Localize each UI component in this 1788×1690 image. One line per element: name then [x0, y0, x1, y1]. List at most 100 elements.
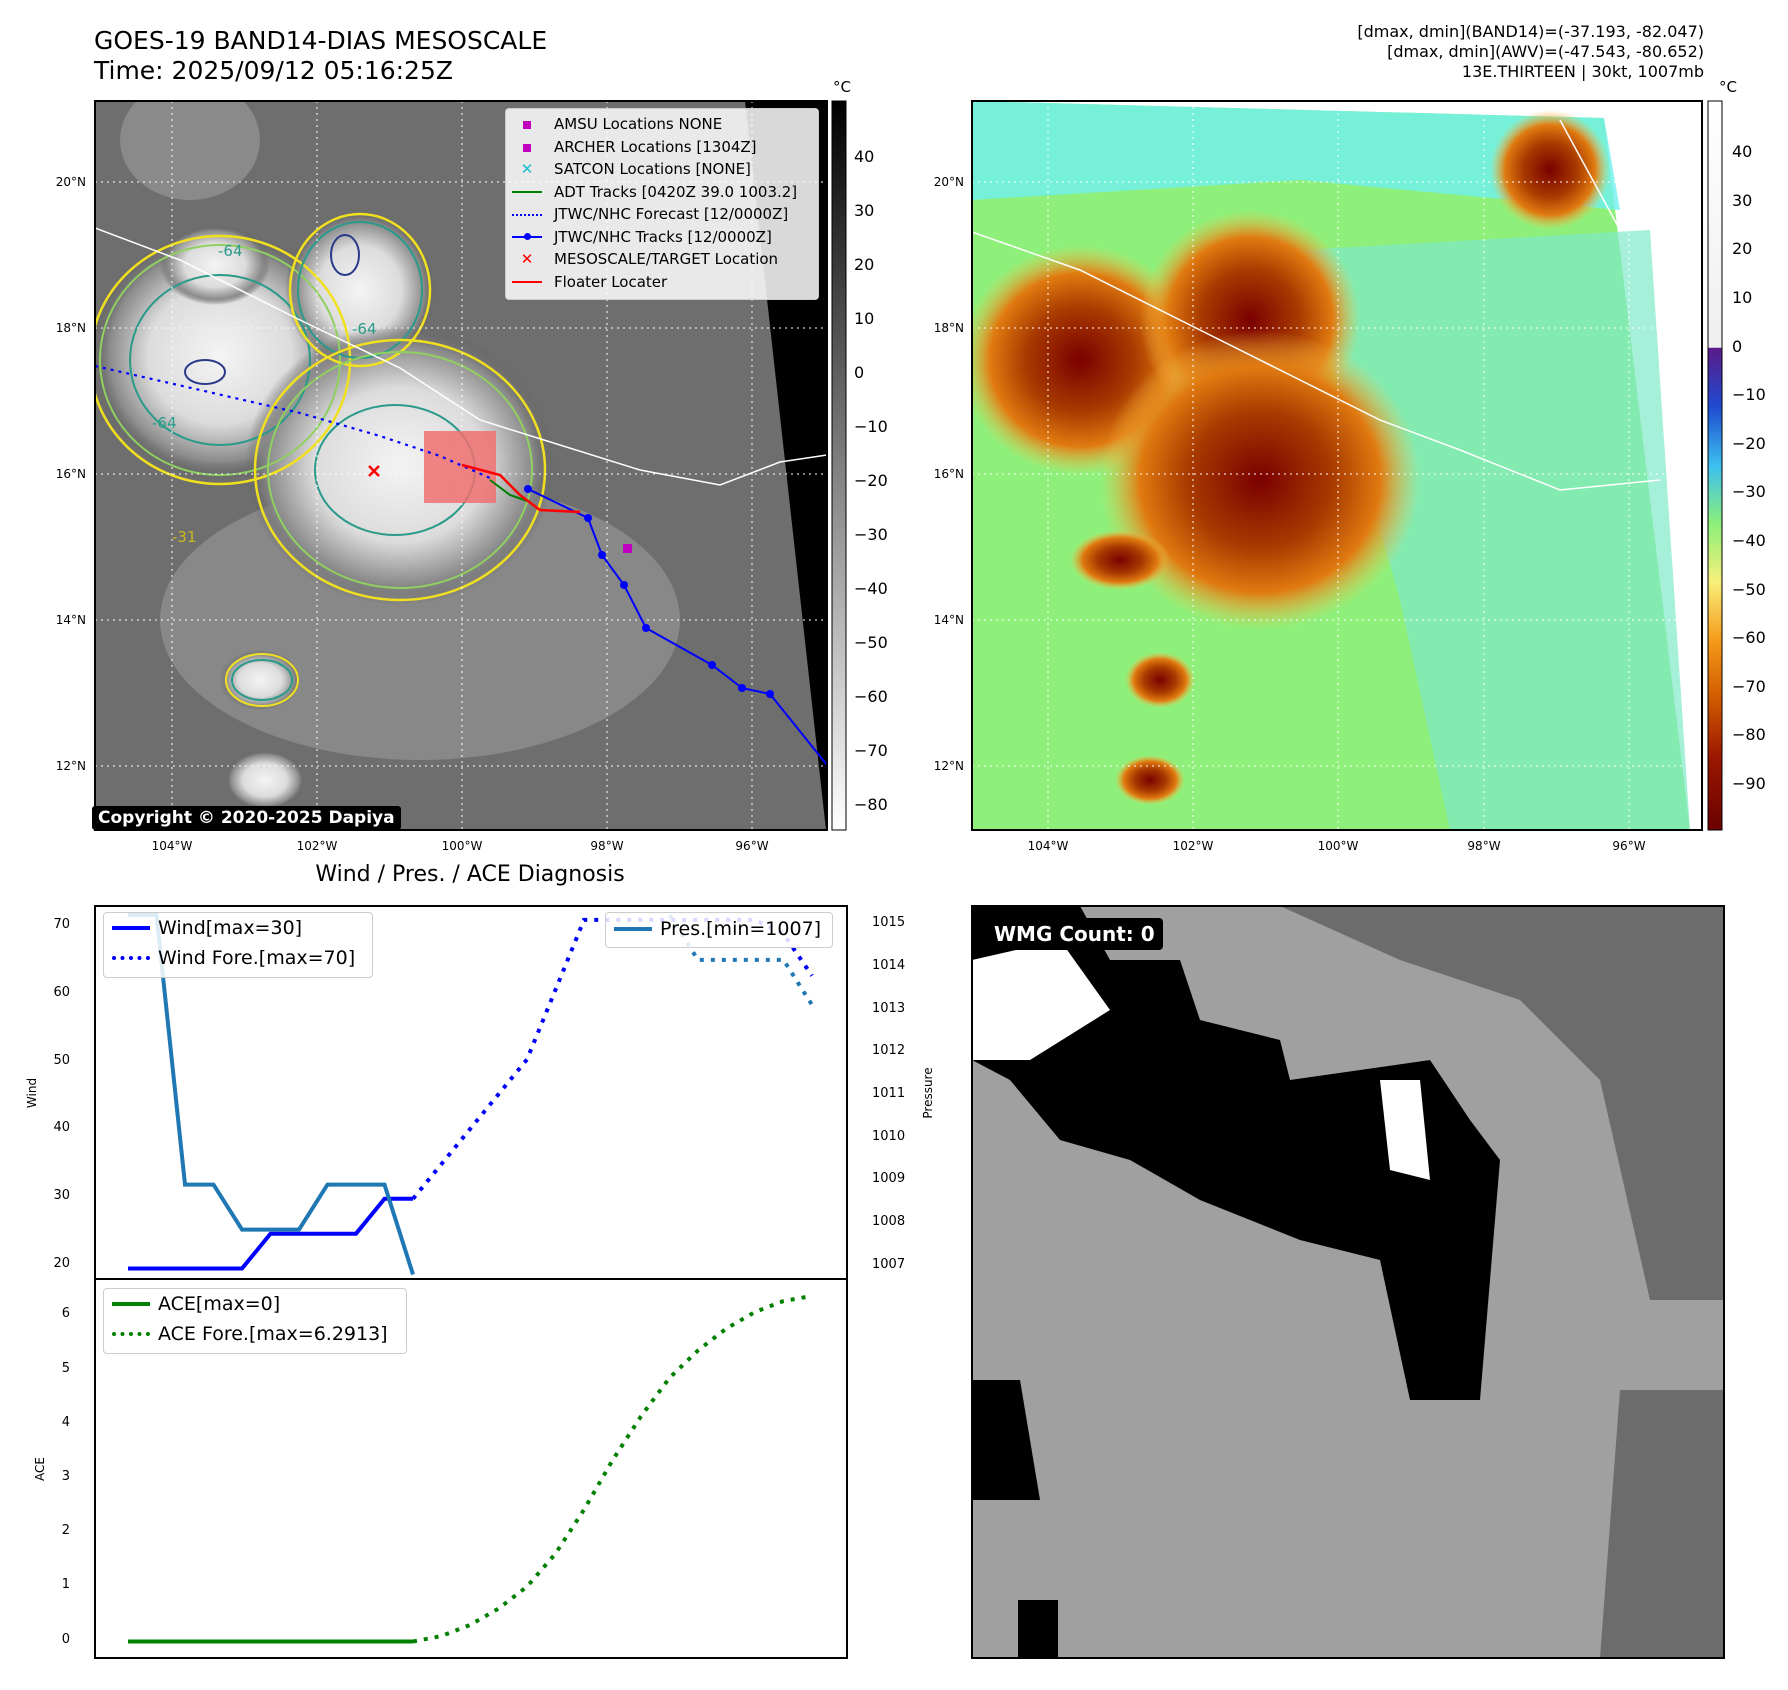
- map-legend-item: ARCHER Locations [1304Z]: [512, 136, 812, 159]
- map-legend-item: ✕ SATCON Locations [NONE]: [512, 158, 812, 181]
- timestamp: Time: 2025/09/12 05:16:25Z: [94, 56, 453, 85]
- svg-text:16°N: 16°N: [934, 467, 964, 481]
- ace-legend-item: ACE[max=0]: [104, 1289, 406, 1319]
- svg-text:1010: 1010: [872, 1129, 905, 1144]
- svg-text:104°W: 104°W: [1028, 839, 1069, 853]
- svg-text:−70: −70: [1732, 677, 1766, 696]
- wind-plot-area: [128, 917, 814, 1271]
- svg-text:2: 2: [62, 1523, 70, 1538]
- legend-label: JTWC/NHC Tracks [12/0000Z]: [554, 227, 772, 246]
- wind-legend: Wind[max=30] Wind Fore.[max=70]: [103, 912, 373, 978]
- svg-text:20: 20: [854, 255, 874, 274]
- svg-text:14°N: 14°N: [56, 613, 86, 627]
- stats-awv: [dmax, dmin](AWV)=(-47.543, -80.652): [1387, 42, 1704, 61]
- lon-labels-right: 104°W 102°W 100°W 98°W 96°W: [1028, 839, 1646, 853]
- svg-text:−80: −80: [854, 795, 888, 814]
- map-legend-item: Floater Locater: [512, 271, 812, 294]
- legend-label: JTWC/NHC Forecast [12/0000Z]: [554, 205, 789, 223]
- contour-label: -31: [172, 528, 197, 546]
- svg-text:20°N: 20°N: [934, 175, 964, 189]
- copyright-label: Copyright © 2020-2025 Dapiya: [92, 806, 401, 830]
- legend-marker-icon: [512, 113, 542, 136]
- pres-plot-area: [128, 913, 814, 1276]
- colorbar-left: °C 40 30 20 10 0 −10 −20 −30 −40 −50 −60…: [831, 78, 888, 831]
- svg-text:30: 30: [1732, 191, 1752, 210]
- pres-y-ticks: 1015 1014 1013 1012 1011 1010 1009 1008 …: [872, 915, 905, 1272]
- svg-text:1013: 1013: [872, 1001, 905, 1016]
- svg-text:96°W: 96°W: [1612, 839, 1645, 853]
- legend-label: MESOSCALE/TARGET Location: [554, 250, 779, 268]
- pres-legend-item: Pres.[min=1007]: [606, 913, 832, 945]
- svg-text:−80: −80: [1732, 725, 1766, 744]
- storm-info: 13E.THIRTEEN | 30kt, 1007mb: [1461, 62, 1704, 81]
- svg-text:−10: −10: [854, 417, 888, 436]
- contour-label: -64: [152, 414, 177, 432]
- svg-text:98°W: 98°W: [1467, 839, 1500, 853]
- wind-y-ticks: 70 60 50 40 30 20: [53, 917, 70, 1271]
- svg-text:−30: −30: [854, 525, 888, 544]
- svg-text:6: 6: [62, 1306, 70, 1321]
- legend-marker-icon: [512, 203, 542, 226]
- svg-text:40: 40: [854, 147, 874, 166]
- floater-locater-line: [461, 463, 581, 514]
- archer-marker: [623, 544, 632, 553]
- page-title: GOES-19 BAND14-DIAS MESOSCALE: [94, 26, 548, 55]
- svg-text:30: 30: [53, 1188, 70, 1203]
- svg-text:1015: 1015: [872, 915, 905, 930]
- svg-text:°C: °C: [1719, 78, 1737, 96]
- legend-marker-icon: [512, 136, 542, 159]
- legend-marker-icon: ✕: [520, 250, 534, 268]
- map-legend: AMSU Locations NONE ARCHER Locations [130…: [505, 108, 819, 300]
- svg-text:98°W: 98°W: [590, 839, 623, 853]
- stats-block: [dmax, dmin](BAND14)=(-37.193, -82.047) …: [1357, 22, 1704, 82]
- svg-text:20: 20: [53, 1256, 70, 1271]
- ace-y-ticks: 6 5 4 3 2 1 0: [62, 1306, 70, 1647]
- svg-text:102°W: 102°W: [297, 839, 338, 853]
- legend-label: AMSU Locations NONE: [554, 115, 723, 133]
- wind-axis-label: Wind: [25, 1078, 39, 1108]
- map-legend-item: JTWC/NHC Forecast [12/0000Z]: [512, 203, 812, 226]
- lat-labels-right: 20°N 18°N 16°N 14°N 12°N: [934, 175, 964, 773]
- svg-text:5: 5: [62, 1361, 70, 1376]
- adt-track: [489, 479, 531, 503]
- lat-lon-grid-right: [972, 101, 1702, 830]
- awv-map-right: 20°N 18°N 16°N 14°N 12°N 104°W 102°W 100…: [934, 100, 1703, 853]
- svg-text:20°N: 20°N: [56, 175, 86, 189]
- legend-marker-icon: [512, 271, 542, 294]
- svg-text:1007: 1007: [872, 1257, 905, 1272]
- svg-text:40: 40: [1732, 142, 1752, 161]
- svg-text:10: 10: [854, 309, 874, 328]
- svg-text:50: 50: [53, 1053, 70, 1068]
- legend-label: SATCON Locations [NONE]: [554, 160, 751, 178]
- svg-text:−50: −50: [854, 633, 888, 652]
- svg-text:104°W: 104°W: [152, 839, 193, 853]
- svg-text:18°N: 18°N: [56, 321, 86, 335]
- svg-text:100°W: 100°W: [442, 839, 483, 853]
- svg-text:4: 4: [62, 1415, 70, 1430]
- wmg-count-label: WMG Count: 0: [986, 918, 1163, 950]
- diagnosis-title: Wind / Pres. / ACE Diagnosis: [315, 862, 625, 887]
- svg-text:96°W: 96°W: [735, 839, 768, 853]
- floater-box: [424, 431, 496, 503]
- svg-text:16°N: 16°N: [56, 467, 86, 481]
- svg-text:0: 0: [62, 1632, 70, 1647]
- ace-legend: ACE[max=0] ACE Fore.[max=6.2913]: [103, 1288, 407, 1354]
- svg-text:−40: −40: [1732, 531, 1766, 550]
- legend-label: ADT Tracks [0420Z 39.0 1003.2]: [554, 182, 798, 201]
- svg-text:−10: −10: [1732, 385, 1766, 404]
- svg-text:−20: −20: [1732, 434, 1766, 453]
- wind-fore-legend-item: Wind Fore.[max=70]: [104, 943, 372, 973]
- svg-text:60: 60: [53, 985, 70, 1000]
- pres-plot-series-0: [128, 913, 415, 1276]
- svg-text:30: 30: [854, 201, 874, 220]
- svg-text:3: 3: [62, 1469, 70, 1484]
- svg-text:−50: −50: [1732, 580, 1766, 599]
- jtwc-track-points: [524, 485, 774, 698]
- svg-text:0: 0: [854, 363, 864, 382]
- legend-label: Floater Locater: [554, 272, 668, 291]
- svg-text:°C: °C: [833, 78, 851, 96]
- svg-text:18°N: 18°N: [934, 321, 964, 335]
- lat-labels-left: 20°N 18°N 16°N 14°N 12°N: [56, 175, 86, 773]
- stats-band14: [dmax, dmin](BAND14)=(-37.193, -82.047): [1357, 22, 1704, 41]
- wmg-panel: [971, 905, 1725, 1659]
